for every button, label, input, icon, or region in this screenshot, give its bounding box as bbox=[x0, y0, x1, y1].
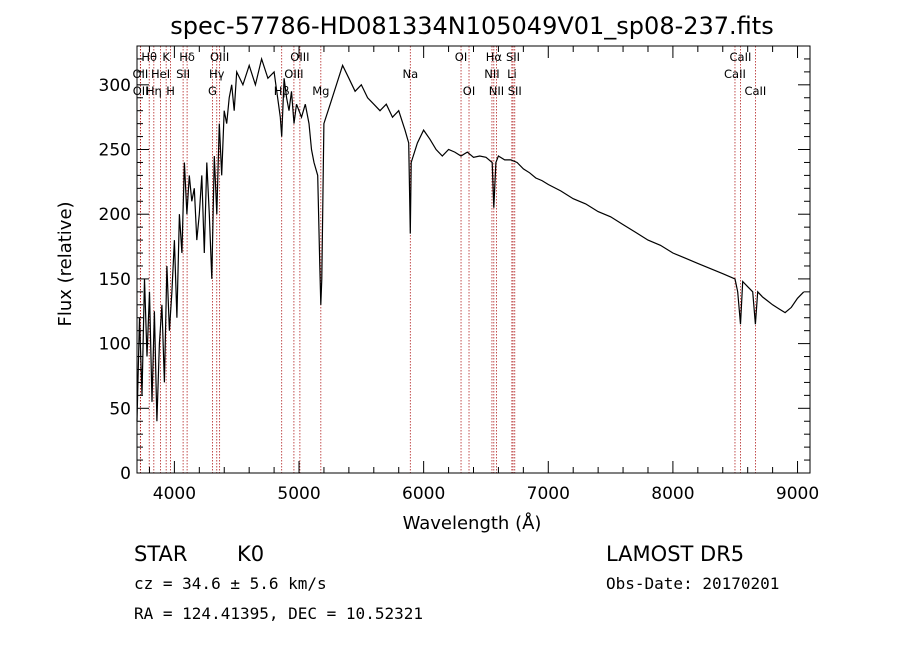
y-tick-label: 100 bbox=[99, 335, 131, 355]
x-axis-ticks: 4000 5000 6000 7000 8000 9000 bbox=[148, 46, 819, 504]
redshift-text: cz = 34.6 ± 5.6 km/s bbox=[134, 574, 327, 593]
plot-frame bbox=[136, 45, 811, 474]
spectral-line-label: H bbox=[166, 84, 175, 98]
spectral-line-label: G bbox=[208, 84, 217, 98]
spectral-line-label: SII bbox=[508, 84, 522, 98]
y-tick-label: 0 bbox=[120, 464, 131, 484]
object-class: STAR bbox=[134, 542, 187, 566]
spectral-line-label: SII bbox=[176, 67, 190, 81]
coordinates-text: RA = 124.41395, DEC = 10.52321 bbox=[134, 604, 423, 623]
y-tick-label: 50 bbox=[109, 399, 131, 419]
spectral-line-label: CaII bbox=[730, 50, 752, 64]
spectral-line-label: NII bbox=[484, 67, 499, 81]
x-tick-label: 9000 bbox=[776, 484, 819, 504]
y-tick-label: 250 bbox=[99, 141, 131, 161]
x-tick-label: 7000 bbox=[527, 484, 570, 504]
y-tick-label: 300 bbox=[99, 76, 131, 96]
y-tick-label: 150 bbox=[99, 270, 131, 290]
spectral-line-label: HeI bbox=[151, 67, 170, 81]
spectral-line-label: OI bbox=[455, 50, 467, 64]
x-tick-label: 6000 bbox=[402, 484, 445, 504]
spectral-line-markers bbox=[139, 46, 756, 473]
spectral-line-label: Hδ bbox=[179, 50, 195, 64]
spectral-line-label: OIII bbox=[210, 50, 229, 64]
spectral-line-label: Na bbox=[402, 67, 418, 81]
spectral-line-label: Li bbox=[507, 67, 517, 81]
spectrum-series-line bbox=[136, 56, 805, 422]
obs-date-text: Obs-Date: 20170201 bbox=[606, 574, 779, 593]
spectral-line-label: OII bbox=[132, 67, 148, 81]
spectral-line-label: OIII bbox=[284, 67, 303, 81]
chart-title: spec-57786-HD081334N105049V01_sp08-237.f… bbox=[170, 12, 773, 40]
spectral-line-label: Hα bbox=[486, 50, 503, 64]
spectral-line-label: K bbox=[162, 50, 170, 64]
spectral-line-label: OI bbox=[463, 84, 475, 98]
spectral-line-label: Hγ bbox=[209, 67, 225, 81]
spectral-line-label: OIII bbox=[290, 50, 309, 64]
spectral-line-label: SII bbox=[506, 50, 520, 64]
spectral-line-label: Hθ bbox=[141, 50, 157, 64]
y-axis-label: Flux (relative) bbox=[55, 201, 76, 326]
object-subclass: K0 bbox=[237, 542, 264, 566]
y-tick-label: 200 bbox=[99, 205, 131, 225]
spectral-line-label: Mg bbox=[312, 84, 329, 98]
spectral-line-label: CaII bbox=[724, 67, 746, 81]
x-axis-label: Wavelength (Å) bbox=[403, 512, 542, 534]
y-axis-ticks: 0 50 100 150 200 250 300 bbox=[99, 58, 810, 484]
x-tick-label: 4000 bbox=[153, 484, 196, 504]
spectral-line-label: Hη bbox=[146, 84, 162, 98]
survey-name: LAMOST DR5 bbox=[606, 542, 744, 566]
x-tick-label: 8000 bbox=[651, 484, 694, 504]
spectral-line-label: NII bbox=[489, 84, 504, 98]
x-tick-label: 5000 bbox=[277, 484, 320, 504]
spectral-line-label: CaII bbox=[744, 84, 766, 98]
